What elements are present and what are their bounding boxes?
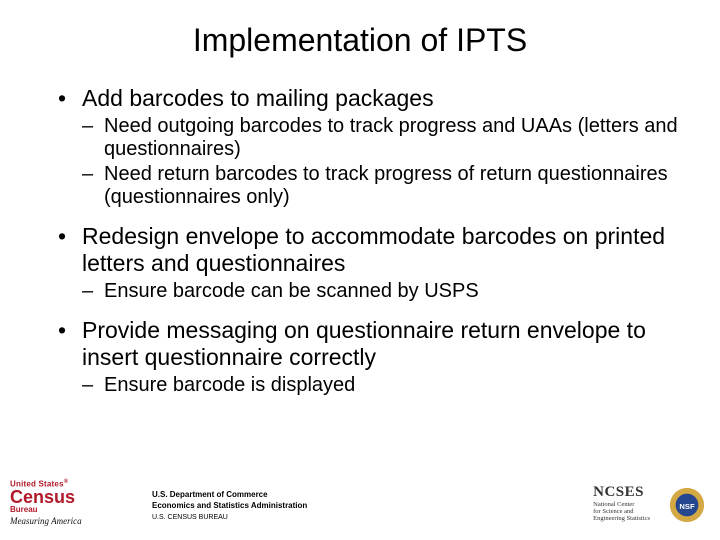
sub-bullet-item: Need return barcodes to track progress o… xyxy=(82,163,680,209)
census-logo: United States® Census Bureau Measuring A… xyxy=(10,479,130,526)
sub-bullet-list: Need outgoing barcodes to track progress… xyxy=(82,115,680,209)
dept-text: U.S. Department of Commerce Economics an… xyxy=(152,490,307,522)
ncses-logo: NCSES National Center for Science and En… xyxy=(593,484,650,522)
bullet-text: Add barcodes to mailing packages xyxy=(82,85,434,111)
ncses-line2: for Science and xyxy=(593,508,650,515)
dept-line2: Economics and Statistics Administration xyxy=(152,501,307,511)
dept-line3: U.S. CENSUS BUREAU xyxy=(152,513,307,522)
sub-bullet-list: Ensure barcode is displayed xyxy=(82,374,680,397)
slide-body: Add barcodes to mailing packages Need ou… xyxy=(40,85,680,397)
slide-title: Implementation of IPTS xyxy=(40,22,680,59)
bullet-item: Redesign envelope to accommodate barcode… xyxy=(58,223,680,303)
svg-text:NSF: NSF xyxy=(679,502,695,511)
census-line2: Census xyxy=(10,489,130,505)
sub-bullet-item: Ensure barcode is displayed xyxy=(82,374,680,397)
bullet-text: Redesign envelope to accommodate barcode… xyxy=(82,223,665,275)
ncses-acronym: NCSES xyxy=(593,484,650,501)
dept-line1: U.S. Department of Commerce xyxy=(152,490,307,500)
bullet-item: Add barcodes to mailing packages Need ou… xyxy=(58,85,680,209)
sub-bullet-item: Ensure barcode can be scanned by USPS xyxy=(82,280,680,303)
slide: Implementation of IPTS Add barcodes to m… xyxy=(0,0,720,540)
bullet-item: Provide messaging on questionnaire retur… xyxy=(58,317,680,397)
bullet-text: Provide messaging on questionnaire retur… xyxy=(82,317,646,369)
ncses-line3: Engineering Statistics xyxy=(593,515,650,522)
sub-bullet-item: Need outgoing barcodes to track progress… xyxy=(82,115,680,161)
sub-bullet-list: Ensure barcode can be scanned by USPS xyxy=(82,280,680,303)
ncses-line1: National Center xyxy=(593,501,650,508)
nsf-seal-icon: NSF xyxy=(668,486,706,524)
bullet-list: Add barcodes to mailing packages Need ou… xyxy=(58,85,680,397)
slide-footer: United States® Census Bureau Measuring A… xyxy=(0,478,720,532)
census-tagline: Measuring America xyxy=(10,516,130,526)
